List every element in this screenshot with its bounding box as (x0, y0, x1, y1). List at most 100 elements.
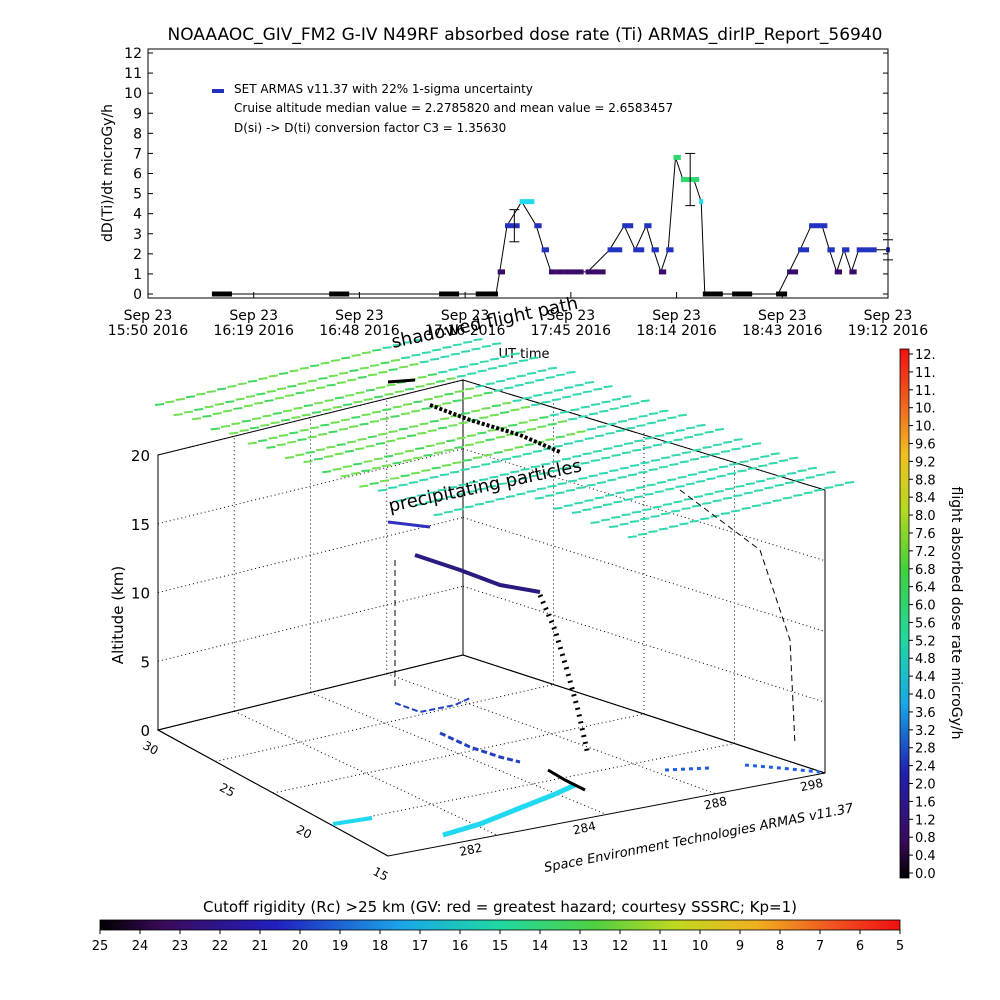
particle-dash (363, 459, 373, 463)
particle-dash (500, 355, 510, 359)
particle-dash (411, 353, 421, 357)
particle-dash (553, 506, 563, 510)
particle-dash (622, 395, 632, 399)
particle-dash (369, 481, 379, 485)
particle-dash (324, 398, 334, 402)
particle-dash (731, 509, 741, 513)
particle-dash (510, 408, 520, 412)
particle-dash (650, 458, 660, 462)
particle-dash (460, 350, 471, 354)
particle-dash (528, 474, 538, 478)
particle-dash (293, 406, 303, 410)
particle-dash (549, 413, 559, 417)
particle-dash (413, 456, 423, 460)
particle-dash (692, 448, 702, 452)
rigidity-colorbar-tick-label: 25 (92, 939, 109, 954)
particle-dash (185, 395, 196, 399)
particle-dash (225, 400, 235, 404)
particle-dash (372, 348, 382, 352)
floor-y-tick-label: 15 (371, 864, 391, 884)
particle-dash (394, 452, 404, 456)
dose-colorbar-tick-label: 6.8 (915, 563, 936, 578)
particle-dash (357, 375, 367, 379)
dose-point (666, 247, 674, 253)
dose-colorbar-tick-label: 6.0 (915, 599, 936, 614)
rigidity-colorbar-title: Cutoff rigidity (Rc) >25 km (GV: red = g… (203, 898, 797, 916)
particle-dash (276, 387, 287, 391)
particle-dash (549, 469, 559, 473)
x-tick-label-time: 17:45 2016 (531, 323, 612, 339)
y-tick-label: 6 (133, 167, 142, 183)
particle-dash (797, 469, 807, 473)
particle-dash (545, 494, 555, 498)
particle-dash (332, 467, 342, 471)
particle-dash (433, 513, 443, 517)
dose-point (497, 269, 506, 275)
particle-dash (834, 483, 844, 487)
x-tick-label-date: Sep 23 (124, 308, 173, 324)
grid-line (157, 654, 464, 731)
particle-dash (615, 429, 625, 433)
particle-dash (243, 404, 253, 408)
particle-dash (534, 496, 545, 500)
particle-dash (574, 439, 584, 443)
particle-dash (458, 421, 468, 425)
altitude-3d-plot: 0 5 10 15 20 15 20 25 30 282 284 288 298 Altitude … (109, 293, 855, 884)
particle-dash (530, 465, 541, 469)
particle-dash (429, 419, 439, 423)
grid-line (215, 684, 554, 762)
y-tick-label: 12 (124, 46, 142, 62)
particle-dash (318, 376, 328, 380)
dose-point (658, 269, 667, 275)
x-tick-label-date: Sep 23 (229, 308, 278, 324)
particle-dash (464, 505, 474, 509)
particle-dash (175, 397, 185, 401)
particle-dash (586, 427, 596, 431)
dose-colorbar-tick-label: 9.6 (915, 437, 936, 452)
particle-dash (338, 427, 348, 431)
particle-dash (588, 412, 599, 416)
particle-dash (501, 457, 512, 461)
rigidity-colorbar-tick-label: 14 (532, 939, 549, 954)
particle-dash (593, 387, 603, 391)
particle-dash (427, 491, 437, 495)
particle-dash (278, 433, 289, 437)
particle-dash (409, 362, 419, 366)
particle-dash (227, 384, 237, 388)
grid-line (157, 517, 464, 593)
particle-dash (592, 449, 603, 453)
particle-dash (524, 443, 534, 447)
particle-dash (487, 428, 497, 432)
dose-colorbar-tick-label: 0.4 (915, 849, 936, 864)
particle-dash (504, 386, 514, 390)
particle-dash (679, 522, 689, 526)
dose-point (563, 269, 584, 275)
particle-dash (805, 476, 815, 480)
particle-dash (390, 358, 400, 362)
particle-dash (458, 365, 469, 369)
particle-dash (342, 403, 353, 407)
rigidity-colorbar-tick-label: 5 (896, 939, 904, 954)
particle-dash (355, 447, 365, 451)
particle-dash (496, 379, 506, 383)
particle-dash (615, 491, 625, 495)
particle-dash (563, 504, 573, 508)
grid-line (462, 517, 826, 632)
particle-dash (795, 478, 805, 482)
floor-x-tick-label: 282 (458, 841, 483, 859)
particle-dash (379, 479, 390, 483)
particle-dash (603, 447, 613, 451)
particle-dash (256, 392, 266, 396)
particle-dash (336, 443, 346, 447)
dose-colorbar-tick-label: 2.4 (915, 760, 936, 775)
ground-track (332, 697, 821, 838)
particle-dash (677, 475, 687, 479)
particle-dash (473, 338, 483, 342)
legend: SET ARMAS v11.37 with 22% 1-sigma uncert… (212, 82, 673, 135)
particle-dash (518, 359, 529, 363)
particle-dash (239, 428, 249, 432)
particle-dash (673, 500, 683, 504)
particle-dash (425, 382, 435, 386)
particle-dash (547, 422, 557, 426)
rigidity-colorbar-tick-label: 12 (612, 939, 629, 954)
